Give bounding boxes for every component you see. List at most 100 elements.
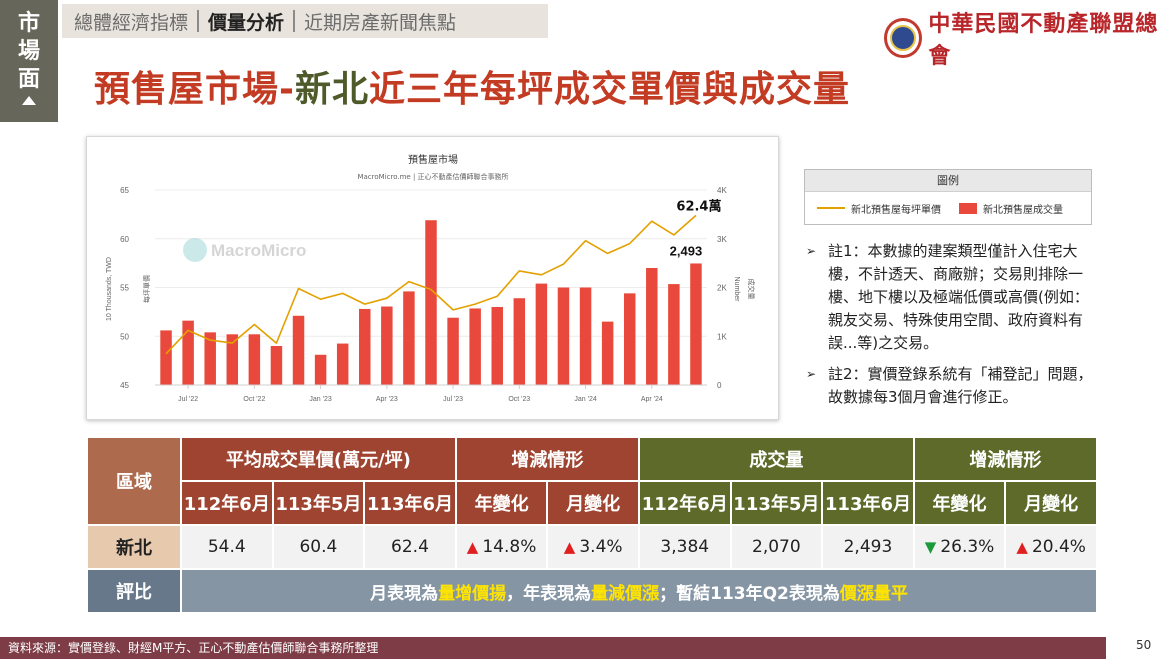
legend-bar-swatch [959,202,977,214]
nav-item-news[interactable]: 近期房產新聞焦點 [304,11,457,34]
page-title-part: 近三年每坪成交單價與成交量 [368,69,850,110]
legend-line-swatch [817,207,845,209]
note-text: 註2：實價登錄系統有「補登記」問題，故數據每3個月會進行修正。 [828,365,1093,406]
y-left-tick-label: 60 [120,235,129,244]
volume-bar [381,306,393,385]
volume-cell: 2,070 [731,526,822,568]
volume-cell: 3,384 [639,526,730,568]
price-yoy-cell: ▲ 14.8% [456,526,547,568]
y-right-tick-label: 2K [717,284,727,293]
x-tick-label: Jul '22 [178,396,198,403]
volume-bar [248,334,261,385]
note-item: ➢ 註1：本數據的建案類型僅計入住宅大樓，不計透天、商廠辦；交易則排除一樓、地下… [806,240,1096,355]
sub-header: 113年6月 [823,482,913,524]
sub-header: 月變化 [548,482,638,524]
x-tick-label: Jan '23 [309,396,331,403]
price-cell: 60.4 [273,526,364,568]
page-title: 預售屋市場-新北近三年每坪成交單價與成交量 [94,60,850,112]
nav-item-macro[interactable]: 總體經濟指標 [74,11,189,34]
chart-title: 預售屋市場 [408,153,458,166]
y-right-tick-label: 3K [717,235,727,244]
bullet-arrow-icon: ➢ [806,367,817,381]
last-volume-label: 2,493 [670,243,703,258]
x-tick-label: Apr '24 [641,396,663,403]
volume-bar [226,334,239,385]
volume-bar [160,330,172,385]
legend-line-label: 新北預售屋每坪單價 [851,204,941,216]
chart-card: 45 50 55 60 65 0 1K 2K 3K 4K MacroMicro 預售屋市場 MacroM… [86,136,779,420]
volume-bar [535,283,548,385]
volume-bar [204,332,216,385]
price-header: 平均成交單價(萬元/坪) [182,438,455,480]
section-tab-char: 市 [17,11,40,36]
sub-header: 112年6月 [639,482,730,524]
volume-bar [425,220,437,385]
change-value: 20.4% [1031,537,1086,557]
volume-bar [623,293,636,385]
legend-bar-label: 新北預售屋成交量 [983,204,1063,216]
up-triangle-icon: ▲ [1016,538,1028,556]
x-tick-label: Apr '23 [376,396,398,403]
x-tick-label: Jul '23 [443,396,463,403]
volume-bar [292,315,305,385]
x-tick-label: Jan '24 [574,396,596,403]
volume-bar [314,354,327,385]
up-triangle-icon: ▲ [563,538,576,556]
y-right-tick-label: 4K [717,186,727,195]
y-right-axis-label: Number [733,277,740,303]
volume-bar [557,287,570,385]
price-mom-cell: ▲ 3.4% [548,526,638,568]
volume-bar [690,263,702,385]
org-seal-icon [884,18,923,58]
y-left-tick-label: 45 [120,381,129,390]
comment-text: 月表現為量增價揚，年表現為量減價漲；暫結113年Q2表現為價漲量平 [182,570,1096,612]
table-row: 新北 54.4 60.4 62.4 ▲ 14.8% ▲ 3.4% 3,384 2,0… [88,526,1096,568]
note-text: 註1：本數據的建案類型僅計入住宅大樓，不計透天、商廠辦；交易則排除一樓、地下樓以… [828,242,1089,352]
combo-chart: 45 50 55 60 65 0 1K 2K 3K 4K MacroMicro 預售屋市場 MacroM… [106,153,756,403]
highlight-text: 價漲量平 [839,583,908,604]
volume-cell: 2,493 [823,526,913,568]
comment-label: 評比 [88,570,180,612]
volume-change-header: 增減情形 [914,438,1096,480]
volume-bar [579,287,592,385]
sub-header: 113年5月 [731,482,822,524]
y-right-tick-label: 1K [717,332,727,341]
page-title-region: 新北 [294,69,369,110]
price-line [165,214,697,355]
x-tick-label: Oct '23 [508,396,530,403]
price-change-header: 增減情形 [456,438,638,480]
change-value: 14.8% [482,537,537,557]
region-cell: 新北 [88,526,180,568]
volume-bar [469,308,481,385]
volume-mom-cell: ▲ 20.4% [1006,526,1096,568]
section-tab-char: 場 [17,39,40,64]
section-tab-char: 面 [17,67,40,92]
y-right-axis-label: 成交量 [747,279,756,300]
volume-bar [336,343,349,385]
y-right-tick-label: 0 [717,381,722,390]
sub-header: 月變化 [1006,482,1096,524]
region-header: 區域 [88,438,180,524]
org-logo: 中華民國不動產聯盟總會 [884,6,1169,70]
summary-table: 區域 平均成交單價(萬元/坪) 增減情形 成交量 增減情形 112年6月 113… [86,436,1098,614]
page-title-part: 預售屋市場- [94,69,295,110]
price-cell: 62.4 [365,526,455,568]
volume-bar [491,307,503,385]
highlight-text: 量減價漲 [591,583,660,604]
note-item: ➢ 註2：實價登錄系統有「補登記」問題，故數據每3個月會進行修正。 [806,363,1096,409]
top-nav: 總體經濟指標 價量分析 近期房產新聞焦點 [62,4,548,38]
org-name: 中華民國不動產聯盟總會 [928,11,1159,69]
nav-item-price-volume[interactable]: 價量分析 [208,11,285,34]
volume-bar [668,284,680,385]
y-left-tick-label: 65 [120,186,129,195]
section-tab-arrow-icon [22,96,36,105]
y-left-tick-label: 50 [120,332,129,341]
change-value: 3.4% [579,537,623,557]
volume-bar [403,291,415,385]
up-triangle-icon: ▲ [466,538,479,556]
legend-title: 圖例 [805,170,1091,192]
section-tab: 市 場 面 [0,0,58,122]
y-left-axis-label: 10 Thousands, TWD [106,257,113,321]
y-left-tick-label: 55 [120,284,129,293]
comment-row: 評比 月表現為量增價揚，年表現為量減價漲；暫結113年Q2表現為價漲量平 [88,570,1096,612]
